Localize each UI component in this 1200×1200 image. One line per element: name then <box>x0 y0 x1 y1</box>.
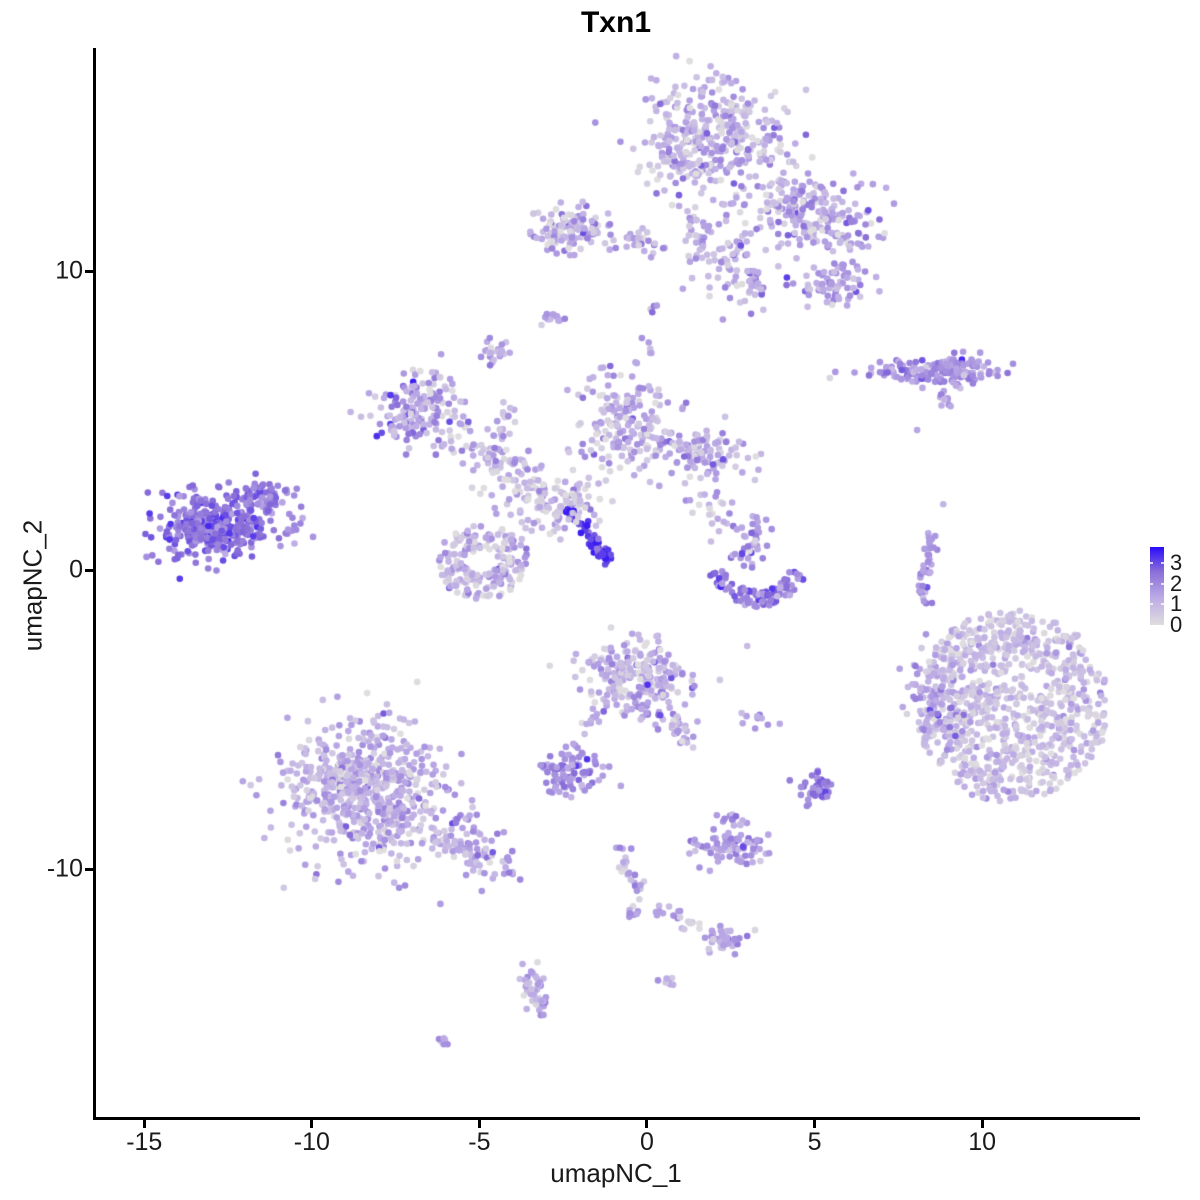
x-axis-title: umapNC_1 <box>550 1158 682 1188</box>
x-tick-mark <box>813 1120 817 1128</box>
y-tick-mark <box>85 867 93 871</box>
y-tick-mark <box>85 568 93 572</box>
colorbar-notch <box>1150 603 1153 606</box>
y-axis-title: umapNC_2 <box>17 519 48 652</box>
colorbar-tick-label: 0 <box>1170 612 1183 637</box>
x-tick-label: -15 <box>126 1128 163 1156</box>
colorbar-tick-label: 2 <box>1170 570 1183 596</box>
x-tick-label: 10 <box>968 1128 997 1156</box>
x-tick-mark <box>310 1120 314 1128</box>
y-axis-line <box>93 48 96 1120</box>
x-axis-line <box>93 1117 1140 1120</box>
colorbar-notch <box>1161 603 1164 606</box>
y-tick-label: -10 <box>46 854 83 883</box>
colorbar-notch <box>1161 562 1164 565</box>
colorbar-gradient <box>1150 547 1164 625</box>
x-tick-mark <box>142 1120 146 1128</box>
y-tick-mark <box>85 269 93 273</box>
x-tick-label: 5 <box>807 1128 822 1156</box>
y-tick-label: 10 <box>55 256 83 285</box>
y-tick-label: 0 <box>69 555 83 584</box>
colorbar-tick-label: 1 <box>1170 591 1183 617</box>
x-tick-label: 0 <box>640 1128 654 1156</box>
chart-title: Txn1 <box>580 6 652 39</box>
colorbar-notch <box>1150 582 1153 585</box>
x-tick-label: -5 <box>468 1128 491 1156</box>
colorbar-tick-label: 3 <box>1170 550 1183 576</box>
x-tick-mark <box>980 1120 984 1128</box>
colorbar-notch <box>1161 582 1164 585</box>
x-tick-label: -10 <box>293 1128 330 1156</box>
x-tick-mark <box>645 1120 649 1128</box>
x-tick-mark <box>477 1120 481 1128</box>
colorbar-notch <box>1150 562 1153 565</box>
